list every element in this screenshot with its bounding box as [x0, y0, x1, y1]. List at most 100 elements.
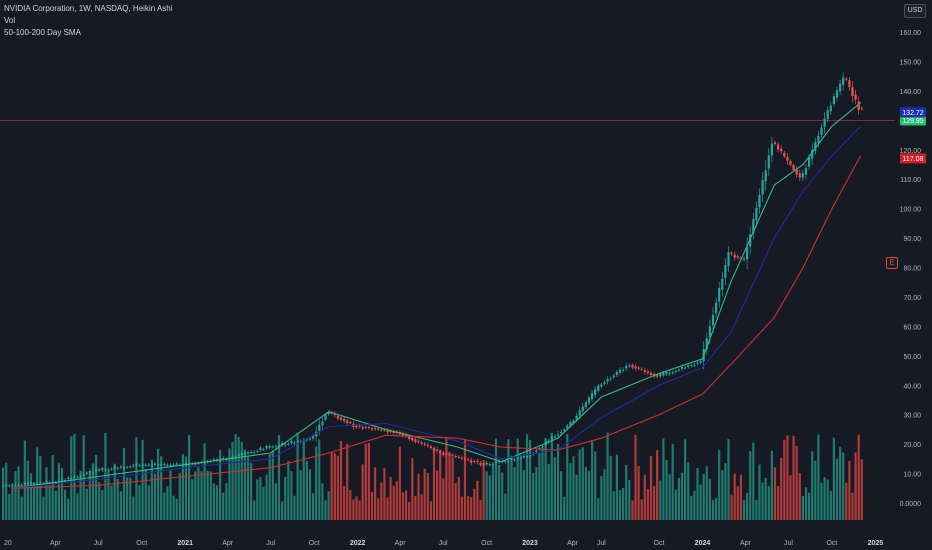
candle-body [752, 219, 755, 234]
volume-bar [764, 477, 767, 520]
volume-bar [634, 434, 637, 520]
x-tick-label: 2025 [868, 540, 884, 547]
volume-bar [445, 436, 448, 520]
volume-bar [48, 485, 51, 520]
candle-body [243, 453, 246, 455]
volume-bar [234, 434, 237, 520]
volume-bar [349, 490, 352, 520]
candle-body [597, 385, 600, 391]
volume-bar [739, 474, 742, 520]
volume-bar [715, 497, 718, 520]
candle-body [711, 314, 715, 326]
volume-bar [439, 450, 442, 520]
volume-bar [392, 485, 395, 520]
volume-bar [653, 485, 656, 520]
candle-body [535, 450, 538, 452]
sma-line-100 [12, 125, 862, 489]
candle-body [380, 429, 383, 431]
y-tick-label: 80.00 [903, 266, 921, 273]
candle-body [321, 421, 324, 426]
y-tick-label: 140.00 [900, 89, 922, 96]
volume-bar [330, 452, 333, 520]
x-tick-label: 2021 [177, 540, 193, 547]
candle-body [274, 446, 277, 448]
volume-bar [423, 468, 426, 520]
candle-body [51, 482, 54, 485]
volume-bar [718, 450, 721, 520]
volume-bar [485, 471, 488, 520]
volume-bar [178, 473, 181, 520]
candle-body [175, 463, 178, 465]
volume-bar [23, 440, 26, 520]
candle-body [746, 246, 749, 260]
volume-bar [85, 488, 88, 520]
x-axis-panel [0, 531, 932, 550]
volume-bar [773, 467, 777, 520]
volume-bar [724, 463, 727, 520]
candle-body [804, 168, 808, 175]
candle-body [172, 464, 175, 466]
candle-body [262, 449, 265, 451]
candle-body [817, 135, 820, 143]
candle-body [854, 94, 857, 100]
candle-body [45, 481, 48, 484]
candle-body [14, 484, 17, 486]
volume-bar [259, 476, 262, 520]
volume-bar [110, 485, 113, 520]
candle-body [138, 465, 141, 467]
candle-body [23, 482, 26, 485]
volume-bar [581, 447, 584, 520]
candle-body [26, 482, 29, 485]
y-tick-label: 110.00 [900, 177, 921, 184]
volume-bar [767, 485, 770, 520]
volume-bar [746, 493, 749, 520]
candle-body [417, 440, 420, 442]
candle-body [110, 468, 113, 470]
candle-body [67, 477, 70, 480]
candle-body [482, 463, 485, 466]
volume-bar [488, 475, 491, 520]
candle-body [17, 484, 20, 486]
volume-bar [829, 490, 832, 520]
candle-body [842, 77, 845, 86]
volume-bar [411, 458, 414, 520]
y-tick-label: 30.00 [903, 413, 921, 420]
volume-bar [222, 492, 225, 520]
volume-bar [268, 453, 271, 520]
candle-body [473, 461, 476, 463]
candle-body [674, 371, 677, 373]
candle-body [104, 469, 107, 471]
volume-bar [795, 445, 798, 520]
currency-button[interactable]: USD [904, 4, 926, 18]
candle-body [364, 427, 367, 429]
volume-bar [671, 443, 674, 520]
earnings-icon[interactable]: E [886, 257, 898, 269]
volume-bar [54, 490, 57, 520]
candle-body [367, 427, 370, 429]
candle-body [510, 458, 513, 460]
volume-bar [668, 474, 671, 520]
volume-bar [277, 435, 281, 520]
candle-body [808, 157, 811, 167]
volume-bar [417, 473, 420, 520]
sma-lines [12, 102, 862, 489]
candle-body [442, 452, 445, 455]
volume-bar [705, 466, 708, 520]
candle-body [612, 375, 615, 378]
candle-body [646, 371, 649, 373]
candle-body [777, 144, 780, 150]
volume-bar [153, 473, 157, 520]
volume-bar [14, 470, 17, 520]
volume-bar [355, 496, 358, 520]
x-tick-label: Oct [136, 540, 147, 547]
volume-bar [640, 499, 643, 520]
volume-bar [501, 472, 504, 520]
volume-bar [51, 454, 54, 520]
candle-body [150, 464, 153, 466]
candle-body [54, 482, 57, 484]
candle-body [132, 465, 135, 467]
volume-bar [358, 500, 361, 520]
volume-bar [860, 459, 863, 520]
candle-body [758, 194, 761, 208]
